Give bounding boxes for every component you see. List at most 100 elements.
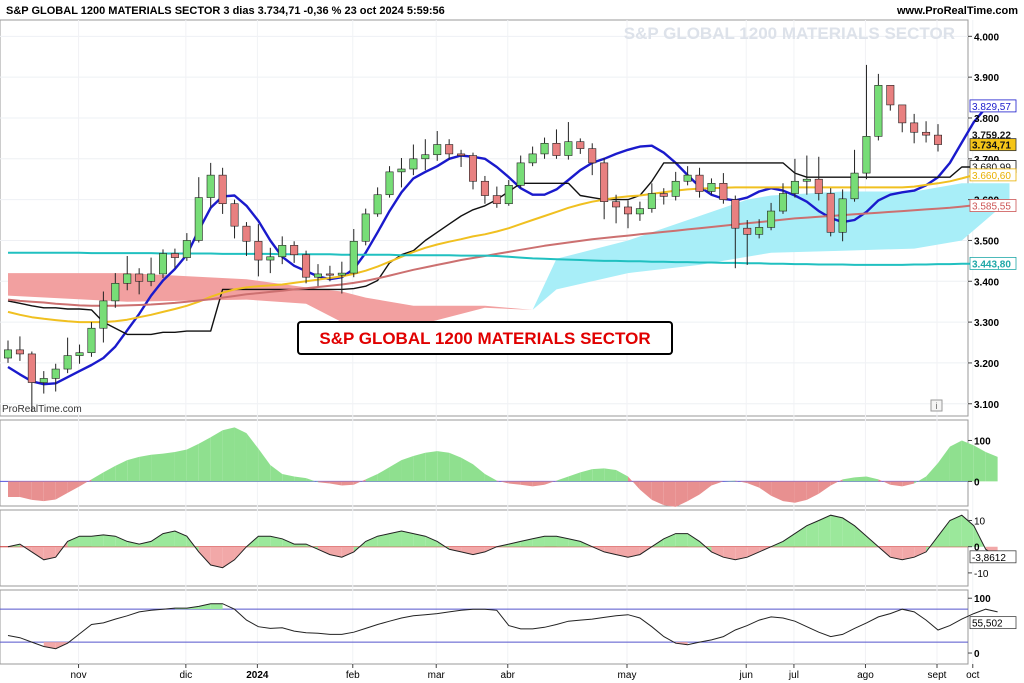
candle-body [588,148,597,164]
candle-body [159,253,167,275]
price-tick-label: 3.500 [974,236,999,247]
o1-area-segment [151,453,163,482]
candle-body [63,355,72,370]
o2-tick-label: 0 [974,543,980,554]
o2-area-segment [401,530,414,547]
candle-body [671,180,680,197]
candle-body [552,142,561,156]
o1-tick-label: 0 [974,477,980,488]
o2-area-segment [365,536,378,547]
candle-body [707,182,716,192]
candle-body [659,193,668,197]
o2-area-segment [449,546,462,552]
o1-area-segment [842,477,855,482]
candle-body [325,273,334,276]
o2-tick-label: -10 [974,569,989,580]
candle-body [731,199,740,229]
month-label: may [618,670,637,681]
o2-value-box [969,550,1017,564]
o1-tick-label: 100 [974,436,991,447]
o1-area-segment [341,481,354,486]
price-tick-label: 3.200 [974,359,999,370]
o2-area-segment [616,546,628,558]
month-label: jun [739,670,753,681]
candle-body [4,349,12,359]
candle-body [838,198,847,233]
o2-area-segment [31,546,44,560]
o1-area-segment [914,476,927,484]
price-label-box [969,256,1017,270]
o3-tick-label: 0 [974,649,980,660]
candle-body [111,283,120,302]
candle-body [51,368,60,379]
o1-area-segment [246,433,259,482]
o1-area-segment [449,452,462,482]
o3-value-box [969,616,1017,630]
candle-body [504,185,513,205]
o1-area-segment [628,476,640,490]
o1-area-segment [127,456,140,482]
o2-area-segment [783,533,795,547]
o1-area-segment [568,472,581,482]
o2-area-segment [79,536,92,547]
o1-area-segment [604,468,617,482]
o1-area-segment [866,476,879,482]
candle-body [683,174,692,182]
o1-area-segment [783,481,795,503]
o2-area-segment [628,546,640,558]
candle-body [302,254,311,278]
month-label: dic [179,670,192,681]
candle-body [647,193,656,209]
candle-body [779,193,787,212]
o2-area-segment [508,541,521,547]
o2-area-segment [67,536,80,547]
o1-area-segment [806,481,819,500]
o1-area-segment [425,451,438,482]
info-icon-glyph: i [936,401,938,411]
o2-area-segment [353,541,366,552]
o2-area-segment [258,536,271,547]
o1-area-segment [353,479,366,485]
o2-area-segment [711,546,724,558]
candle-body [874,85,883,137]
o2-area-segment [747,546,760,558]
o1-area-segment [616,469,628,482]
o2-area-segment [949,515,962,547]
o1-area-segment [532,481,545,487]
price-tick-label: 3.400 [974,277,999,288]
candle-body [445,144,454,155]
o1-area-segment [91,472,104,482]
annotation-text: S&P GLOBAL 1200 MATERIALS SECTOR [319,329,650,348]
o2-area-segment [210,546,223,568]
o2-area-segment [556,536,569,547]
candle-body [266,256,275,261]
o1-area-segment [270,465,283,482]
info-icon[interactable] [930,399,943,412]
candlestick-series [4,64,942,412]
o2-area-segment [139,541,152,547]
candle-body [910,122,919,133]
o1-area-segment [282,474,295,482]
candle-body [15,349,24,355]
price-tick-label: 4.000 [974,32,999,43]
site-link[interactable]: www.ProRealTime.com [896,5,1018,17]
o1-area-segment [210,430,223,482]
o2-area-segment [222,546,235,568]
o1-area-segment [663,481,676,507]
oscillator-2-panel [0,514,998,569]
o2-area-segment [425,536,438,547]
candle-body [278,245,287,258]
candle-body [170,253,179,258]
oscillator-3-panel [0,603,998,650]
o1-area-segment [365,474,378,482]
o2-area-segment [854,525,867,547]
candle-body [624,206,632,215]
o1-area-segment [115,460,128,482]
o2-area-segment [151,533,163,547]
price-label: 3.734,71 [969,138,1017,152]
o1-area-segment [484,474,497,482]
o1-area-segment [520,481,533,487]
o1-area-segment [294,476,307,482]
candle-body [242,225,251,242]
